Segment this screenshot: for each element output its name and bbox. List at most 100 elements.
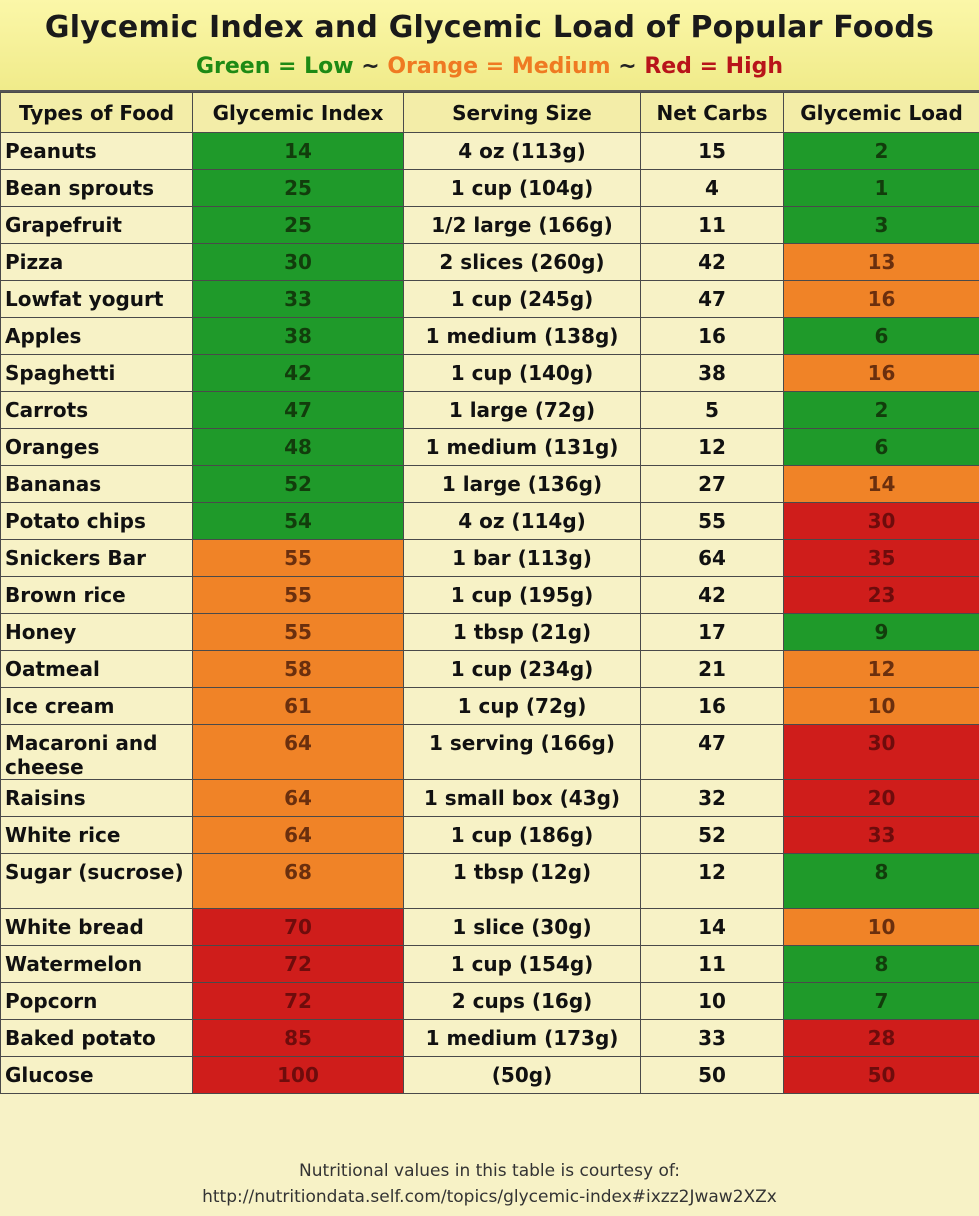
food-name-cell: Baked potato (0, 1019, 193, 1057)
net-carbs-cell: 47 (640, 724, 784, 780)
serving-size-cell: 1 large (72g) (403, 391, 641, 429)
glycemic-load-cell: 6 (783, 428, 979, 466)
glycemic-index-cell: 25 (192, 169, 404, 207)
column-header-serving-size: Serving Size (403, 92, 641, 133)
legend-orange: Orange = Medium (387, 54, 611, 79)
food-name-cell: Oranges (0, 428, 193, 466)
glycemic-load-cell: 7 (783, 982, 979, 1020)
net-carbs-cell: 42 (640, 576, 784, 614)
food-name-cell: Spaghetti (0, 354, 193, 392)
table-row: White rice 64 1 cup (186g) 52 33 (0, 816, 979, 854)
table-row: Watermelon 72 1 cup (154g) 11 8 (0, 945, 979, 983)
legend-separator: ~ (618, 54, 637, 79)
food-name-cell: Lowfat yogurt (0, 280, 193, 318)
net-carbs-cell: 27 (640, 465, 784, 503)
serving-size-cell: 1 medium (131g) (403, 428, 641, 466)
food-name-cell: Carrots (0, 391, 193, 429)
serving-size-cell: 1 cup (140g) (403, 354, 641, 392)
net-carbs-cell: 33 (640, 1019, 784, 1057)
net-carbs-cell: 16 (640, 317, 784, 355)
glycemic-index-cell: 54 (192, 502, 404, 540)
food-name-cell: Raisins (0, 779, 193, 817)
serving-size-cell: 1 medium (173g) (403, 1019, 641, 1057)
footer-source-url: http://nutritiondata.self.com/topics/gly… (202, 1187, 777, 1207)
glycemic-load-cell: 3 (783, 206, 979, 244)
table-row: Raisins 64 1 small box (43g) 32 20 (0, 779, 979, 817)
net-carbs-cell: 17 (640, 613, 784, 651)
glycemic-index-cell: 64 (192, 779, 404, 817)
food-name-cell: Macaroni and cheese (0, 724, 193, 780)
glycemic-load-cell: 2 (783, 391, 979, 429)
glycemic-index-cell: 68 (192, 853, 404, 909)
glycemic-load-cell: 9 (783, 613, 979, 651)
serving-size-cell: 1 tbsp (21g) (403, 613, 641, 651)
serving-size-cell: 4 oz (113g) (403, 132, 641, 170)
glycemic-load-cell: 2 (783, 132, 979, 170)
glycemic-index-cell: 100 (192, 1056, 404, 1094)
serving-size-cell: 1 medium (138g) (403, 317, 641, 355)
glycemic-load-cell: 30 (783, 724, 979, 780)
legend-green: Green = Low (195, 54, 354, 79)
glycemic-load-cell: 8 (783, 853, 979, 909)
table-row: Lowfat yogurt 33 1 cup (245g) 47 16 (0, 280, 979, 318)
glycemic-load-cell: 28 (783, 1019, 979, 1057)
glycemic-index-cell: 52 (192, 465, 404, 503)
legend-separator: ~ (361, 54, 380, 79)
table-row: Oatmeal 58 1 cup (234g) 21 12 (0, 650, 979, 688)
net-carbs-cell: 52 (640, 816, 784, 854)
glycemic-load-cell: 10 (783, 908, 979, 946)
glycemic-index-cell: 58 (192, 650, 404, 688)
serving-size-cell: 1 cup (245g) (403, 280, 641, 318)
food-name-cell: Grapefruit (0, 206, 193, 244)
glycemic-index-cell: 48 (192, 428, 404, 466)
food-name-cell: White bread (0, 908, 193, 946)
food-name-cell: Ice cream (0, 687, 193, 725)
glycemic-index-cell: 25 (192, 206, 404, 244)
net-carbs-cell: 14 (640, 908, 784, 946)
column-header-net-carbs: Net Carbs (640, 92, 784, 133)
glycemic-index-cell: 38 (192, 317, 404, 355)
food-name-cell: White rice (0, 816, 193, 854)
net-carbs-cell: 4 (640, 169, 784, 207)
net-carbs-cell: 21 (640, 650, 784, 688)
food-name-cell: Pizza (0, 243, 193, 281)
food-name-cell: Brown rice (0, 576, 193, 614)
food-name-cell: Sugar (sucrose) (0, 853, 193, 909)
food-name-cell: Watermelon (0, 945, 193, 983)
footer: Nutritional values in this table is cour… (0, 1158, 979, 1216)
serving-size-cell: 4 oz (114g) (403, 502, 641, 540)
table-row: Pizza 30 2 slices (260g) 42 13 (0, 243, 979, 281)
table-row: Oranges 48 1 medium (131g) 12 6 (0, 428, 979, 466)
table-row: Ice cream 61 1 cup (72g) 16 10 (0, 687, 979, 725)
food-name-cell: Oatmeal (0, 650, 193, 688)
net-carbs-cell: 11 (640, 945, 784, 983)
table-row: Spaghetti 42 1 cup (140g) 38 16 (0, 354, 979, 392)
net-carbs-cell: 15 (640, 132, 784, 170)
glycemic-load-cell: 8 (783, 945, 979, 983)
glycemic-index-cell: 70 (192, 908, 404, 946)
glycemic-index-cell: 33 (192, 280, 404, 318)
glycemic-load-cell: 6 (783, 317, 979, 355)
glycemic-index-cell: 42 (192, 354, 404, 392)
glycemic-load-cell: 23 (783, 576, 979, 614)
serving-size-cell: 1 slice (30g) (403, 908, 641, 946)
glycemic-load-cell: 12 (783, 650, 979, 688)
serving-size-cell: 1 serving (166g) (403, 724, 641, 780)
glycemic-load-cell: 35 (783, 539, 979, 577)
table-row: Brown rice 55 1 cup (195g) 42 23 (0, 576, 979, 614)
net-carbs-cell: 16 (640, 687, 784, 725)
serving-size-cell: 1 cup (104g) (403, 169, 641, 207)
food-name-cell: Potato chips (0, 502, 193, 540)
serving-size-cell: 1 small box (43g) (403, 779, 641, 817)
glycemic-index-cell: 55 (192, 613, 404, 651)
glycemic-load-cell: 33 (783, 816, 979, 854)
glycemic-load-cell: 13 (783, 243, 979, 281)
table-row: Popcorn 72 2 cups (16g) 10 7 (0, 982, 979, 1020)
net-carbs-cell: 32 (640, 779, 784, 817)
table-row: Potato chips 54 4 oz (114g) 55 30 (0, 502, 979, 540)
net-carbs-cell: 55 (640, 502, 784, 540)
glycemic-index-cell: 55 (192, 576, 404, 614)
serving-size-cell: 1 cup (234g) (403, 650, 641, 688)
food-name-cell: Apples (0, 317, 193, 355)
serving-size-cell: 1 cup (195g) (403, 576, 641, 614)
